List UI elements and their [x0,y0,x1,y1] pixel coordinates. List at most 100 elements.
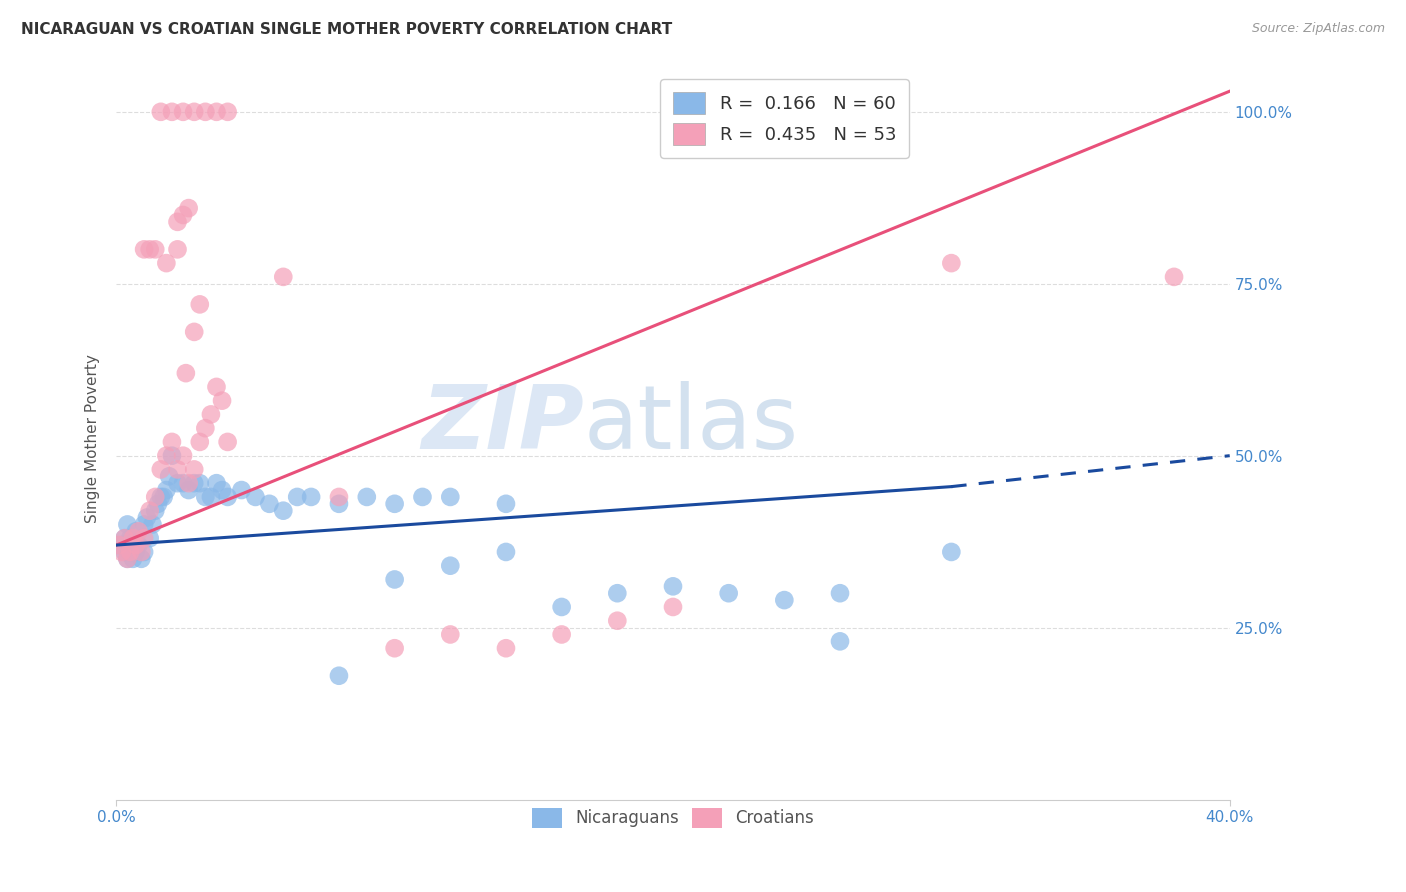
Point [166,462,188,476]
Point [550,627,572,641]
Point [194,421,217,435]
Point [155,449,177,463]
Point [128,538,150,552]
Point [384,573,406,587]
Point [131,551,153,566]
Point [117,551,139,566]
Point [183,462,205,476]
Point [152,490,174,504]
Point [194,104,217,119]
Point [211,393,233,408]
Point [125,538,148,552]
Point [177,483,200,497]
Point [166,215,188,229]
Point [211,483,233,497]
Point [606,586,628,600]
Point [200,408,222,422]
Point [188,476,211,491]
Point [149,490,172,504]
Point [183,476,205,491]
Point [160,449,183,463]
Point [205,476,228,491]
Point [188,297,211,311]
Point [231,483,253,497]
Point [114,545,136,559]
Point [138,243,160,257]
Point [172,449,194,463]
Point [217,434,239,449]
Point [111,545,134,559]
Point [117,517,139,532]
Point [217,490,239,504]
Point [138,504,160,518]
Point [132,243,155,257]
Point [146,497,169,511]
Point [217,104,239,119]
Point [205,104,228,119]
Point [166,243,188,257]
Point [177,201,200,215]
Point [328,669,350,683]
Point [439,558,461,573]
Point [149,462,172,476]
Text: atlas: atlas [583,381,799,467]
Point [828,586,851,600]
Point [122,551,145,566]
Point [495,545,517,559]
Point [166,476,188,491]
Point [384,641,406,656]
Point [662,599,685,614]
Point [120,545,142,559]
Point [132,531,155,545]
Point [439,490,461,504]
Point [717,586,740,600]
Point [155,256,177,270]
Point [122,531,145,545]
Point [122,531,145,545]
Point [606,614,628,628]
Point [160,104,183,119]
Point [439,627,461,641]
Point [172,208,194,222]
Point [495,497,517,511]
Point [174,366,197,380]
Point [125,545,148,559]
Point [495,641,517,656]
Point [132,545,155,559]
Text: Source: ZipAtlas.com: Source: ZipAtlas.com [1251,22,1385,36]
Point [120,545,142,559]
Point [384,497,406,511]
Point [1163,269,1185,284]
Point [143,504,166,518]
Point [108,538,131,552]
Point [328,490,350,504]
Point [662,579,685,593]
Point [259,497,281,511]
Point [120,531,142,545]
Point [108,538,131,552]
Point [328,497,350,511]
Point [157,469,180,483]
Point [941,256,963,270]
Point [285,490,308,504]
Point [172,476,194,491]
Legend: Nicaraguans, Croatians: Nicaraguans, Croatians [524,801,821,835]
Point [131,545,153,559]
Point [135,510,157,524]
Point [155,483,177,497]
Point [205,380,228,394]
Point [245,490,267,504]
Point [299,490,322,504]
Point [143,490,166,504]
Point [941,545,963,559]
Point [356,490,378,504]
Point [117,551,139,566]
Point [149,104,172,119]
Point [183,325,205,339]
Point [125,524,148,539]
Point [271,504,294,518]
Point [177,476,200,491]
Point [114,531,136,545]
Text: ZIP: ZIP [422,381,583,467]
Point [183,104,205,119]
